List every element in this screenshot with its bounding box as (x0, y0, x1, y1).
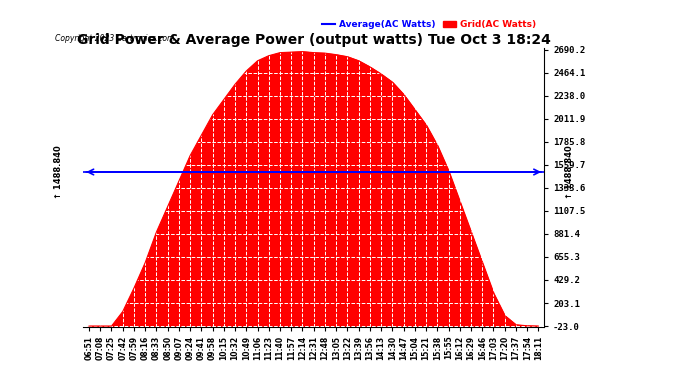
Text: ↑ 1488.840: ↑ 1488.840 (54, 145, 63, 199)
Title: Grid Power & Average Power (output watts) Tue Oct 3 18:24: Grid Power & Average Power (output watts… (77, 33, 551, 47)
Text: Copyright 2023 Cartronics.com: Copyright 2023 Cartronics.com (55, 34, 175, 43)
Legend: Average(AC Watts), Grid(AC Watts): Average(AC Watts), Grid(AC Watts) (318, 16, 540, 33)
Text: ↑ 1488.840: ↑ 1488.840 (565, 145, 574, 199)
